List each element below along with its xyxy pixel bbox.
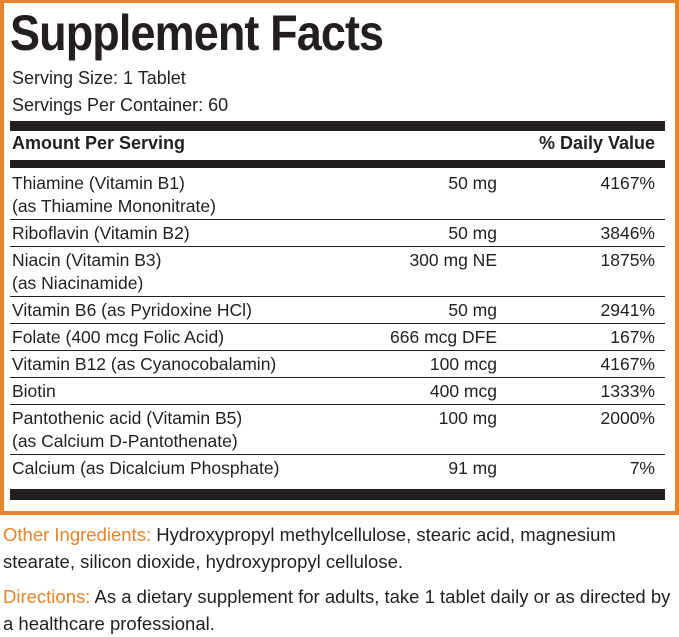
panel-title: Supplement Facts [10, 5, 384, 61]
nutrient-daily-value: 167% [610, 327, 655, 347]
nutrient-table: Thiamine (Vitamin B1) (as Thiamine Mononi… [10, 170, 665, 481]
nutrient-daily-value: 1875% [600, 250, 656, 270]
nutrient-amount: 400 mcg [429, 381, 497, 401]
directions-text: As a dietary supplement for adults, take… [3, 586, 671, 634]
table-header: Amount Per Serving % Daily Value [12, 133, 655, 154]
nutrient-label: Niacin (Vitamin B3) [12, 250, 162, 270]
nutrient-name: Biotin [12, 380, 317, 403]
nutrient-amount: 300 mg NE [409, 250, 497, 270]
serving-size: Serving Size: 1 Tablet [12, 68, 186, 88]
nutrient-name: Niacin (Vitamin B3) (as Niacinamide) [12, 249, 317, 295]
nutrient-amount: 50 mg [448, 300, 497, 320]
table-row: Vitamin B12 (as Cyanocobalamin) 100 mcg 41… [10, 351, 665, 378]
thick-divider [10, 489, 665, 500]
nutrient-label: Riboflavin (Vitamin B2) [12, 223, 190, 243]
nutrient-source: (as Thiamine Mononitrate) [12, 196, 216, 216]
nutrient-label: Calcium (as Dicalcium Phosphate) [12, 458, 280, 478]
servings-per-container: Servings Per Container: 60 [12, 95, 229, 115]
directions-label: Directions: [3, 586, 91, 607]
other-ingredients-text: Hydroxypropyl methylcellulose, stearic a… [3, 524, 616, 572]
nutrient-daily-value: 1333% [600, 381, 656, 401]
nutrient-name: Vitamin B12 (as Cyanocobalamin) [12, 353, 317, 376]
table-row: Calcium (as Dicalcium Phosphate) 91 mg 7% [10, 455, 665, 481]
nutrient-label: Thiamine (Vitamin B1) [12, 173, 185, 193]
nutrient-label: Vitamin B12 (as Cyanocobalamin) [12, 354, 277, 374]
table-row: Pantothenic acid (Vitamin B5) (as Calcium… [10, 405, 665, 455]
other-ingredients: Other Ingredients: Hydroxypropyl methylc… [3, 521, 675, 575]
nutrient-daily-value: 2941% [600, 300, 656, 320]
nutrient-label: Biotin [12, 381, 56, 401]
nutrient-daily-value: 4167% [600, 354, 656, 374]
nutrient-amount: 666 mcg DFE [390, 327, 497, 347]
nutrient-name: Vitamin B6 (as Pyridoxine HCl) [12, 299, 317, 322]
nutrient-name: Thiamine (Vitamin B1) (as Thiamine Mononi… [12, 172, 317, 218]
nutrient-amount: 91 mg [448, 458, 497, 478]
nutrient-amount: 50 mg [448, 173, 497, 193]
nutrient-label: Pantothenic acid (Vitamin B5) [12, 408, 243, 428]
nutrient-amount: 50 mg [448, 223, 497, 243]
nutrient-label: Folate (400 mcg Folic Acid) [12, 327, 225, 347]
daily-value-header: % Daily Value [538, 133, 655, 153]
nutrient-daily-value: 3846% [600, 223, 656, 243]
table-row: Folate (400 mcg Folic Acid) 666 mcg DFE 16… [10, 324, 665, 351]
nutrient-daily-value: 4167% [600, 173, 656, 193]
nutrient-name: Calcium (as Dicalcium Phosphate) [12, 457, 317, 480]
nutrient-name: Pantothenic acid (Vitamin B5) (as Calcium… [12, 407, 317, 453]
nutrient-source: (as Niacinamide) [12, 273, 144, 293]
directions: Directions: As a dietary supplement for … [3, 583, 675, 637]
nutrient-name: Riboflavin (Vitamin B2) [12, 222, 317, 245]
nutrient-daily-value: 2000% [600, 408, 656, 428]
nutrient-name: Folate (400 mcg Folic Acid) [12, 326, 317, 349]
nutrient-daily-value: 7% [629, 458, 655, 478]
supplement-facts-panel [0, 0, 679, 515]
table-row: Biotin 400 mcg 1333% [10, 378, 665, 405]
table-row: Vitamin B6 (as Pyridoxine HCl) 50 mg 2941% [10, 297, 665, 324]
amount-per-serving-header: Amount Per Serving [12, 133, 186, 153]
table-row: Riboflavin (Vitamin B2) 50 mg 3846% [10, 220, 665, 247]
table-row: Niacin (Vitamin B3) (as Niacinamide) 300 m… [10, 247, 665, 297]
thick-divider [10, 121, 665, 131]
nutrient-amount: 100 mg [438, 408, 497, 428]
nutrient-source: (as Calcium D-Pantothenate) [12, 431, 238, 451]
thick-divider [10, 160, 665, 168]
nutrient-label: Vitamin B6 (as Pyridoxine HCl) [12, 300, 252, 320]
nutrient-amount: 100 mcg [429, 354, 497, 374]
other-ingredients-label: Other Ingredients: [3, 524, 152, 545]
table-row: Thiamine (Vitamin B1) (as Thiamine Mononi… [10, 170, 665, 220]
